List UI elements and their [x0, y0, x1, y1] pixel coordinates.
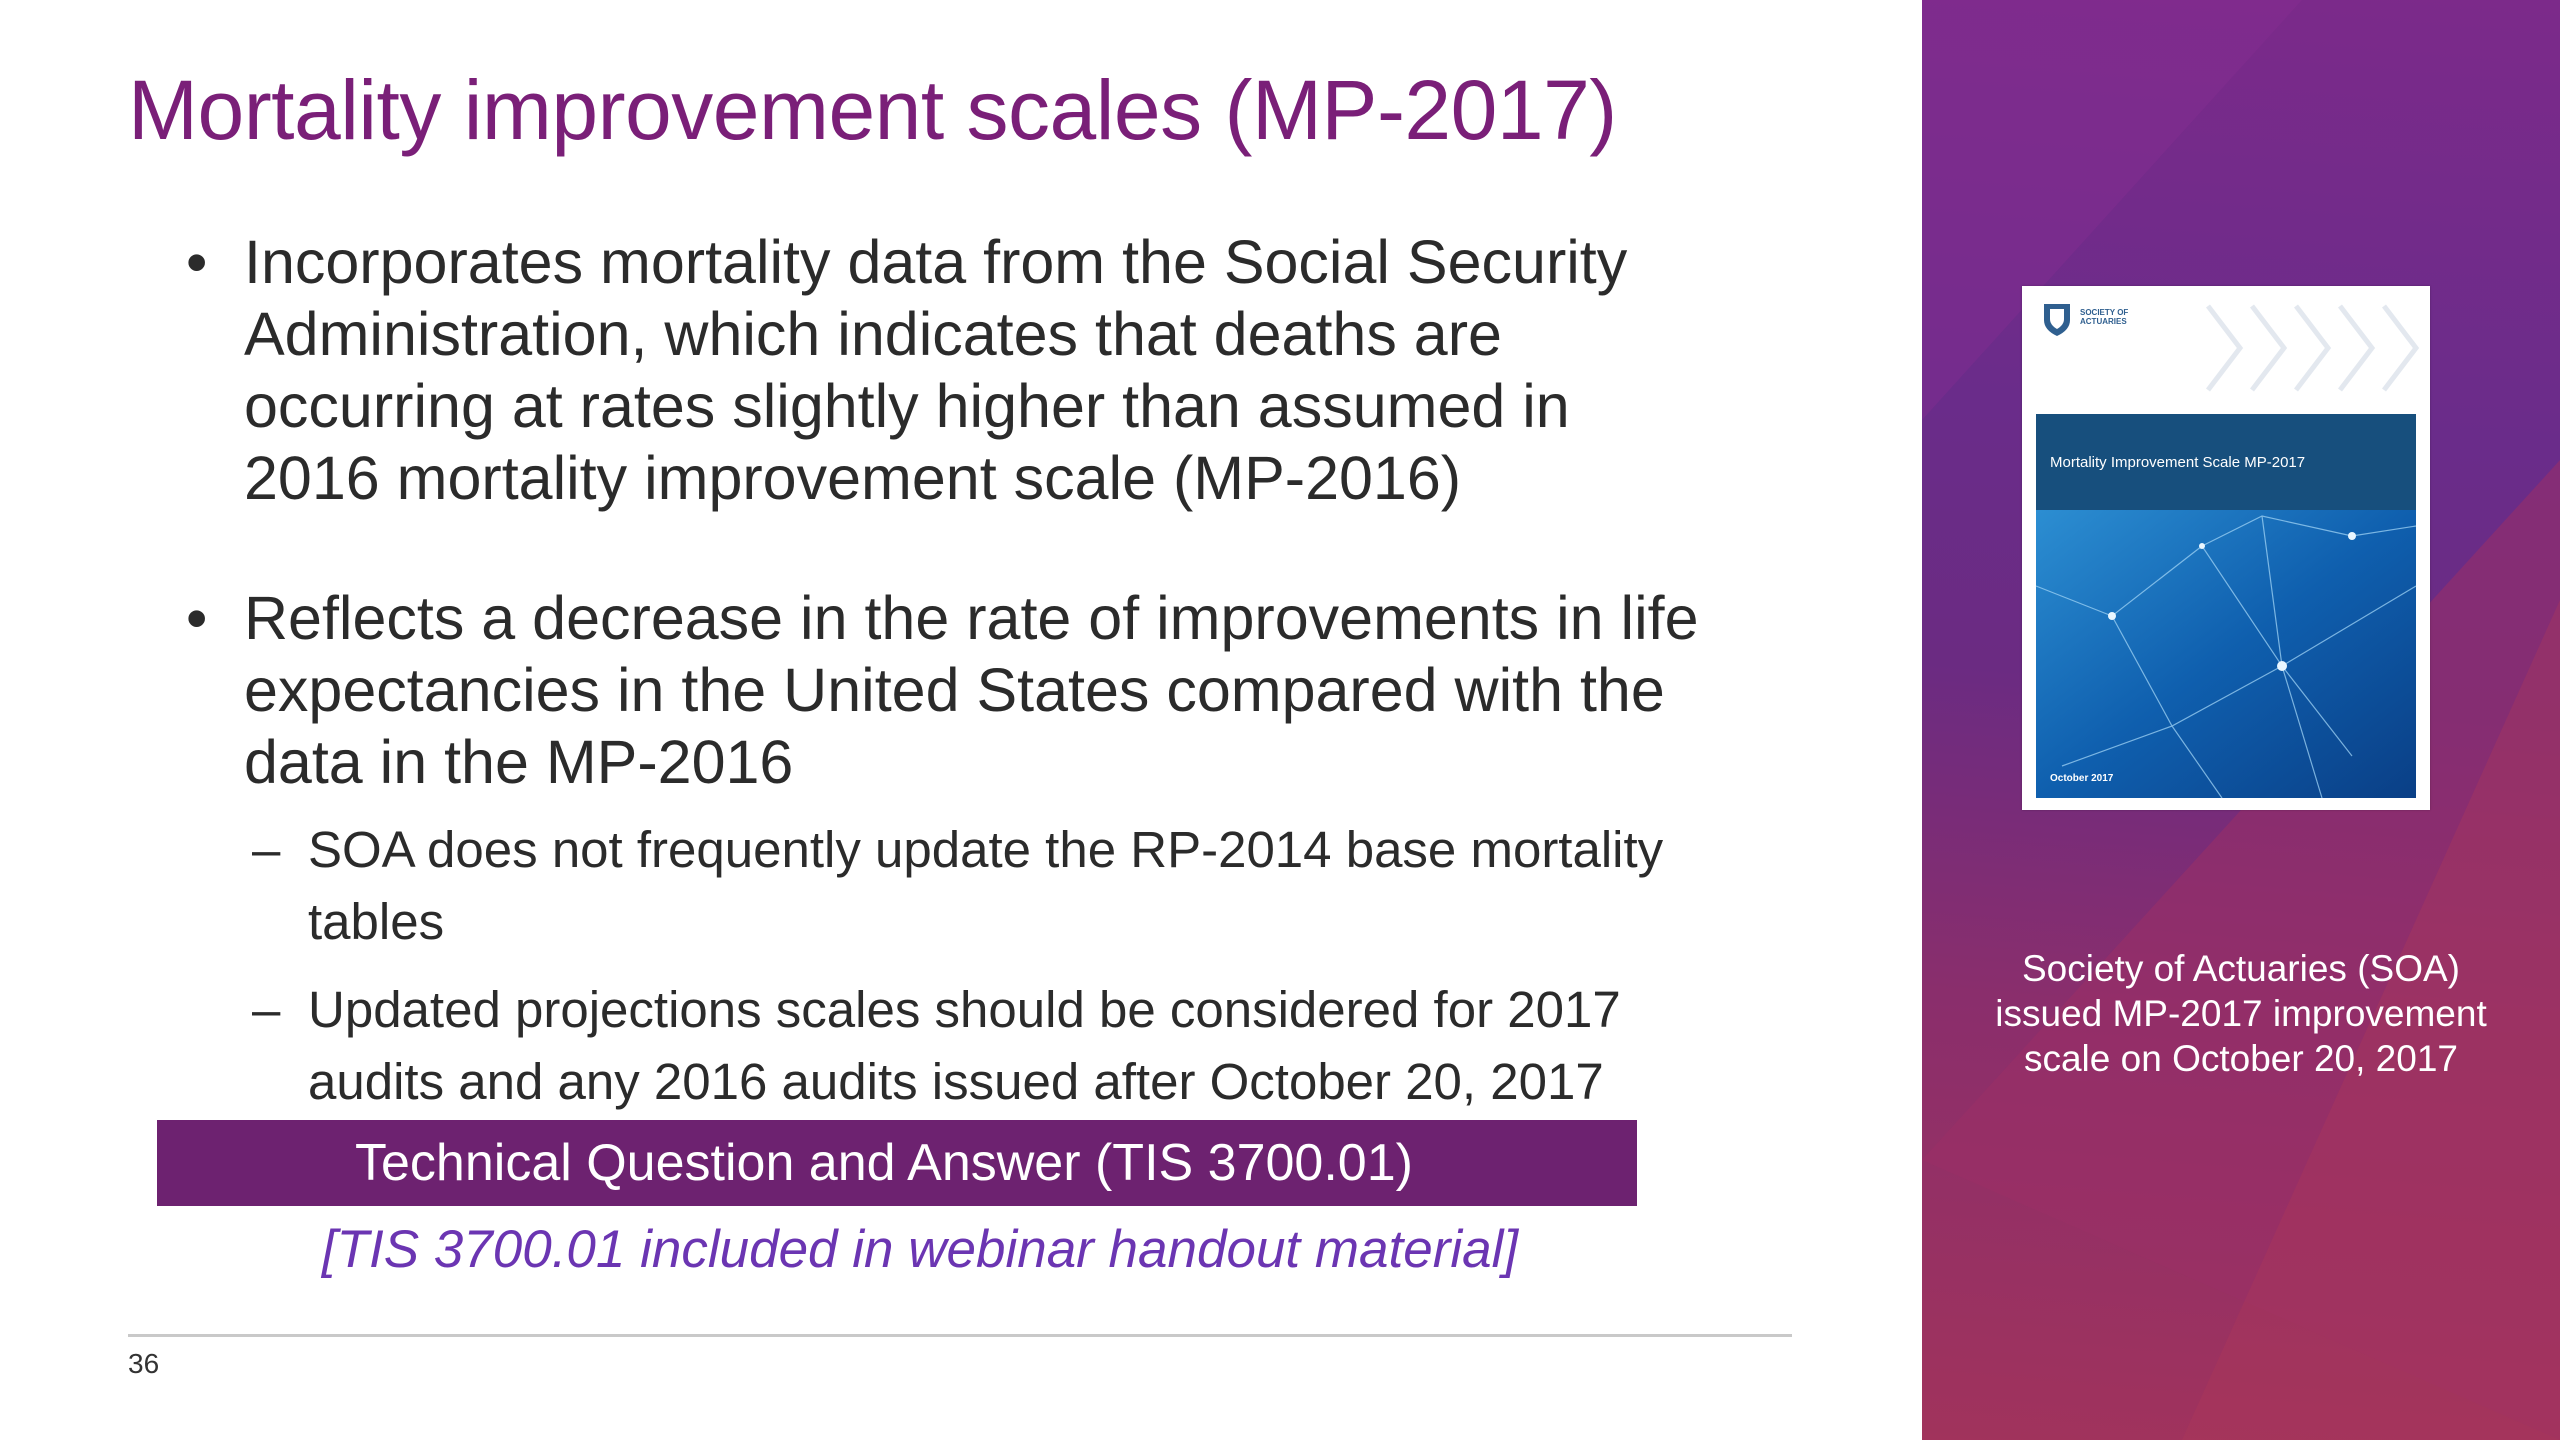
subbullet-marker: – — [252, 821, 281, 878]
cover-caption: Society of Actuaries (SOA) issued MP-201… — [1922, 946, 2560, 1081]
bullet-marker: • — [186, 228, 208, 296]
caption-line: scale on October 20, 2017 — [2023, 1038, 2458, 1079]
bullet-line: Reflects a decrease in the rate of impro… — [244, 584, 1699, 652]
bullet-line: Incorporates mortality data from the Soc… — [244, 228, 1628, 296]
handout-note: [TIS 3700.01 included in webinar handout… — [321, 1220, 1519, 1279]
tis-banner-label: Technical Question and Answer (TIS 3700.… — [355, 1134, 1413, 1192]
bullet-marker: • — [186, 584, 208, 652]
bullet-line: 2016 mortality improvement scale (MP-201… — [244, 444, 1462, 512]
bullet-line: data in the MP-2016 — [244, 728, 794, 796]
subbullet-marker: – — [252, 981, 281, 1038]
cover-date: October 2017 — [2050, 773, 2114, 784]
subbullet-line: Updated projections scales should be con… — [308, 981, 1621, 1038]
report-cover-image: SOCIETY OF ACTUARIES Mortality Improveme… — [2022, 286, 2430, 810]
cover-title: Mortality Improvement Scale MP-2017 — [2050, 454, 2306, 471]
bullet-ssa-data: • Incorporates mortality data from the S… — [186, 226, 1806, 514]
bullet-line: expectancies in the United States compar… — [244, 656, 1665, 724]
subbullet-text: Updated projections scales should be con… — [308, 974, 1812, 1118]
cover-logo-text: SOCIETY OF ACTUARIES — [2080, 308, 2129, 326]
subbullet-projection-scales: – Updated projections scales should be c… — [252, 974, 1812, 1118]
slide-content: Mortality improvement scales (MP-2017) •… — [128, 63, 1812, 1379]
bullet-text: Incorporates mortality data from the Soc… — [244, 226, 1806, 514]
subbullet-line: tables — [308, 893, 445, 950]
subbullet-text: SOA does not frequently update the RP-20… — [308, 814, 1812, 958]
bullet-line: occurring at rates slightly higher than … — [244, 372, 1570, 440]
bullet-line: Administration, which indicates that dea… — [244, 300, 1502, 368]
soa-logo-icon — [2044, 304, 2070, 336]
caption-line: issued MP-2017 improvement — [1995, 993, 2487, 1034]
caption-line: Society of Actuaries (SOA) — [2021, 948, 2460, 989]
chevrons-icon — [2206, 304, 2420, 392]
subbullet-rp2014: – SOA does not frequently update the RP-… — [252, 814, 1812, 958]
bullet-text: Reflects a decrease in the rate of impro… — [244, 582, 1806, 798]
tis-banner: Technical Question and Answer (TIS 3700.… — [157, 1120, 1637, 1206]
slide-title: Mortality improvement scales (MP-2017) — [128, 63, 1617, 157]
subbullet-line: SOA does not frequently update the RP-20… — [308, 821, 1664, 878]
subbullet-line: audits and any 2016 audits issued after … — [308, 1053, 1604, 1110]
footer-divider — [128, 1334, 1792, 1337]
page-number: 36 — [128, 1348, 160, 1379]
bullet-life-expectancy: • Reflects a decrease in the rate of imp… — [186, 582, 1806, 798]
side-panel: SOCIETY OF ACTUARIES Mortality Improveme… — [1922, 0, 2560, 1440]
